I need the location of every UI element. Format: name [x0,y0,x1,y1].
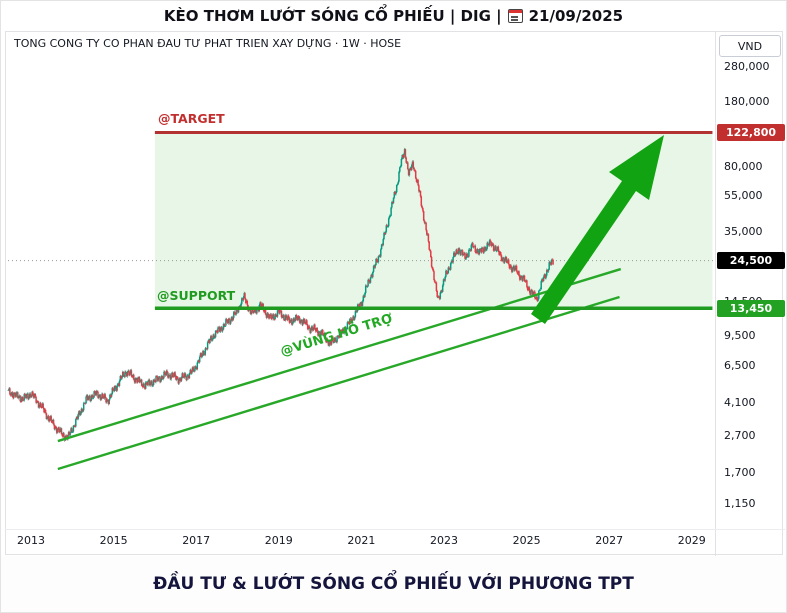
channel-line-lower[interactable] [57,295,620,471]
candles-down-bodies [9,149,554,441]
time-axis-separator [5,529,785,530]
chart-panel-border [5,31,783,555]
symbol-info: TONG CONG TY CO PHAN ĐAU TƯ PHAT TRIEN X… [14,37,402,50]
calendar-icon [507,9,523,23]
price-axis-separator [715,31,716,557]
page-title: KÈO THƠM LƯỚT SÓNG CỔ PHIẾU | DIG | 21/0… [1,1,786,31]
support-annotation-label: @SUPPORT [157,288,236,303]
page-title-text: KÈO THƠM LƯỚT SÓNG CỔ PHIẾU | DIG | [163,7,502,25]
channel-line-upper[interactable] [57,267,622,443]
page-title-date: 21/09/2025 [528,7,624,25]
footer-caption: ĐẦU TƯ & LƯỚT SÓNG CỔ PHIẾU VỚI PHƯƠNG T… [1,556,786,612]
trend-arrow[interactable] [531,135,664,324]
target-annotation-label: @TARGET [158,111,225,126]
currency-unit-button[interactable]: VND [719,35,781,57]
